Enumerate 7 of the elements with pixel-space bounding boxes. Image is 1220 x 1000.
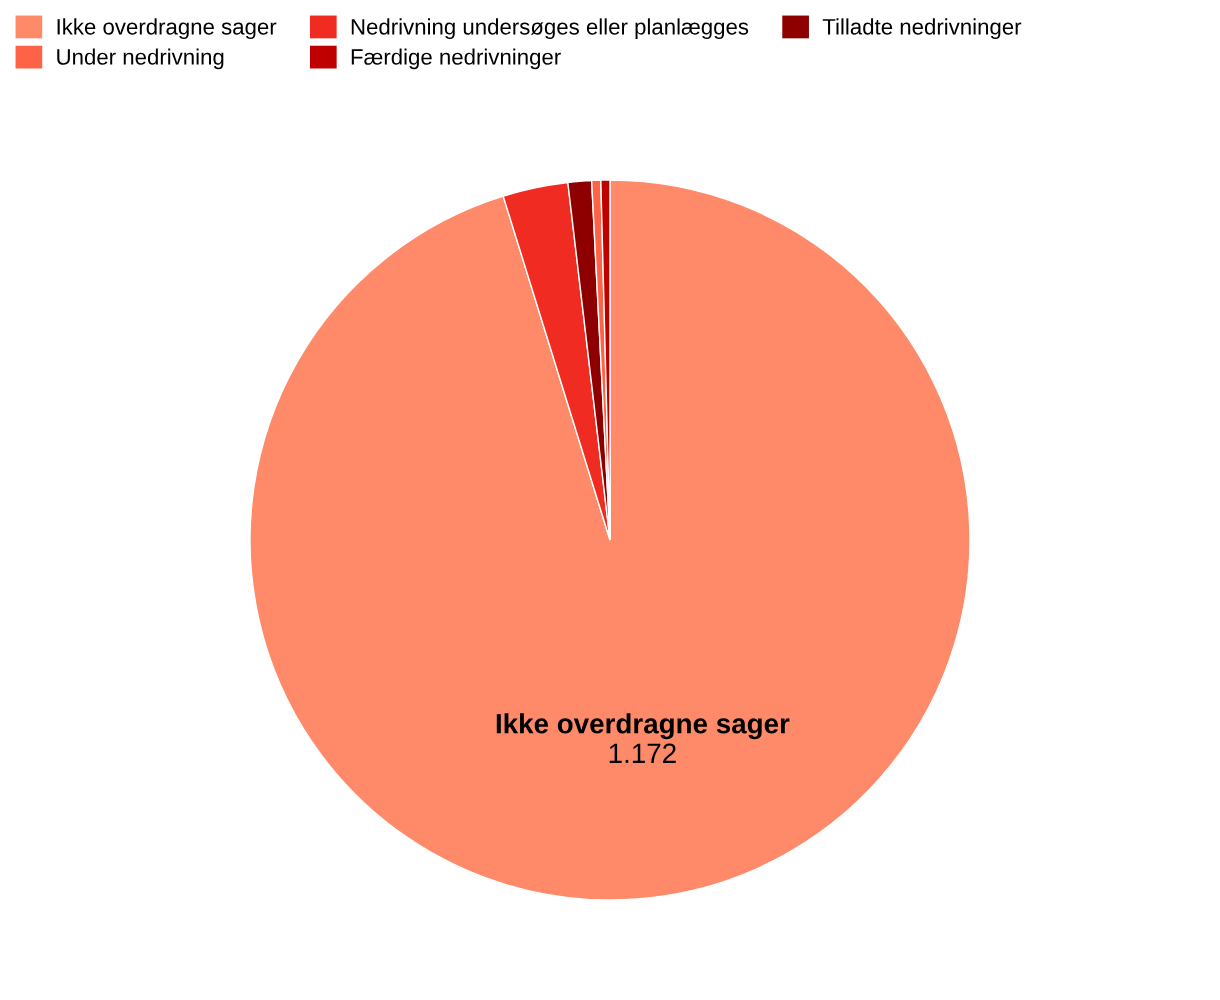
legend-label: Færdige nedrivninger xyxy=(351,48,561,70)
legend-label: Nedrivning undersøges eller planlægges xyxy=(351,18,749,40)
legend-label: Ikke overdragne sager xyxy=(57,18,277,40)
legend-label: Under nedrivning xyxy=(57,48,224,70)
data-label: 1.172 xyxy=(609,743,676,763)
legend-label: Tilladte nedrivninger xyxy=(822,18,1022,40)
slice-label: Ikke overdragne sager xyxy=(496,713,790,740)
